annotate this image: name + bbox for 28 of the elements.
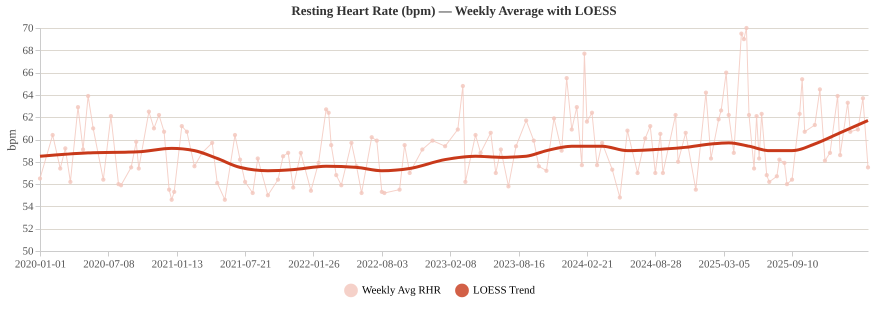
x-tick-label: 2022-08-03	[356, 258, 408, 270]
legend-label: Weekly Avg RHR	[362, 284, 442, 296]
y-tick-label: 54	[22, 200, 34, 213]
y-tick-label: 68	[22, 44, 34, 57]
y-tick-label: 62	[22, 112, 34, 124]
y-tick-label: 66	[22, 67, 34, 80]
chart-title: Resting Heart Rate (bpm) — Weekly Average with LOESS	[291, 3, 617, 18]
y-tick-label: 60	[22, 134, 34, 146]
y-tick-label: 64	[22, 89, 34, 102]
x-tick-label: 2024-02-21	[562, 258, 614, 270]
x-tick-label: 2022-01-26	[288, 258, 340, 270]
x-tick-label: 2020-01-01	[14, 258, 66, 270]
x-tick-label: 2023-02-08	[425, 258, 477, 270]
y-tick-label: 52	[22, 223, 34, 236]
y-tick-label: 58	[22, 156, 34, 168]
x-tick-label: 2020-07-08	[83, 258, 136, 270]
x-tick-label: 2023-08-16	[493, 258, 546, 270]
y-tick-label: 50	[22, 246, 34, 258]
x-tick-label: 2025-03-05	[698, 258, 750, 270]
line-series	[38, 119, 870, 172]
y-tick-label: 56	[22, 178, 34, 191]
y-tick-label: 70	[22, 22, 34, 34]
x-tick-label: 2021-07-21	[220, 258, 272, 270]
y-axis-title: bpm	[4, 128, 18, 151]
x-tick-label: 2021-01-13	[152, 258, 204, 270]
x-tick-label: 2024-08-28	[630, 258, 682, 270]
x-tick-label: 2025-09-10	[766, 258, 819, 270]
legend-label: LOESS Trend	[473, 284, 536, 296]
